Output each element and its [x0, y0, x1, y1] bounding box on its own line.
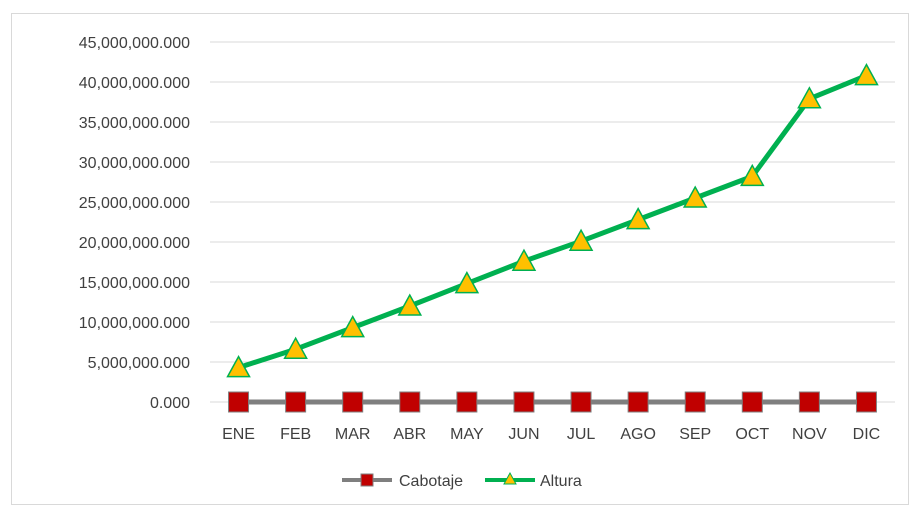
legend-label-cabotaje: Cabotaje: [399, 473, 463, 490]
x-tick-label: MAR: [335, 426, 371, 443]
x-tick-label: AGO: [620, 426, 656, 443]
y-tick-label: 10,000,000.000: [79, 315, 190, 332]
x-tick-label: ENE: [222, 426, 255, 443]
data-point-cabotaje: [684, 391, 706, 413]
x-tick-label: DIC: [853, 426, 881, 443]
data-point-altura: [454, 271, 480, 294]
data-point-cabotaje: [285, 391, 307, 413]
legend: Cabotaje Altura: [342, 471, 582, 490]
gridlines: [210, 41, 895, 403]
x-axis: ENE FEB MAR ABR MAY JUN JUL AGO SEP OCT NOV DIC: [222, 426, 880, 443]
data-point-altura: [397, 293, 423, 316]
y-tick-label: 30,000,000.000: [79, 155, 190, 172]
series-line-altura: [237, 73, 868, 370]
data-point-cabotaje: [228, 391, 250, 413]
data-point-altura: [740, 163, 765, 187]
data-point-cabotaje: [399, 391, 421, 413]
y-tick-label: 0.000: [150, 395, 190, 412]
data-point-cabotaje: [798, 391, 820, 413]
y-tick-label: 35,000,000.000: [79, 115, 190, 132]
legend-marker-cabotaje: [360, 473, 374, 487]
x-tick-label: OCT: [735, 426, 769, 443]
series-layer: [226, 63, 879, 413]
legend-marker-altura: [503, 471, 517, 485]
data-point-cabotaje: [741, 391, 763, 413]
data-point-altura: [625, 207, 651, 230]
data-point-altura: [568, 228, 594, 251]
y-tick-label: 40,000,000.000: [79, 75, 190, 92]
chart-frame: [11, 13, 909, 505]
x-tick-label: ABR: [393, 426, 426, 443]
x-tick-label: NOV: [792, 426, 827, 443]
data-point-altura: [682, 185, 708, 208]
data-point-altura: [511, 248, 537, 271]
x-tick-label: JUL: [567, 426, 596, 443]
data-point-cabotaje: [570, 391, 592, 413]
data-point-cabotaje: [513, 391, 535, 413]
data-point-cabotaje: [342, 391, 364, 413]
x-tick-label: SEP: [679, 426, 711, 443]
data-point-altura: [797, 86, 822, 109]
data-point-altura: [854, 63, 879, 86]
data-point-cabotaje: [855, 391, 877, 413]
y-tick-label: 25,000,000.000: [79, 195, 190, 212]
x-tick-label: FEB: [280, 426, 311, 443]
x-tick-label: JUN: [508, 426, 539, 443]
y-tick-label: 45,000,000.000: [79, 35, 190, 52]
legend-label-altura: Altura: [540, 473, 582, 490]
y-tick-label: 5,000,000.000: [88, 355, 190, 372]
data-point-cabotaje: [456, 391, 478, 413]
y-tick-label: 15,000,000.000: [79, 275, 190, 292]
data-point-altura: [283, 336, 308, 359]
x-tick-label: MAY: [450, 426, 484, 443]
y-axis: 0.000 5,000,000.000 10,000,000.000 15,000,0…: [79, 35, 190, 412]
data-point-altura: [340, 315, 365, 338]
y-tick-label: 20,000,000.000: [79, 235, 190, 252]
data-point-altura: [226, 355, 251, 378]
data-point-cabotaje: [627, 391, 649, 413]
